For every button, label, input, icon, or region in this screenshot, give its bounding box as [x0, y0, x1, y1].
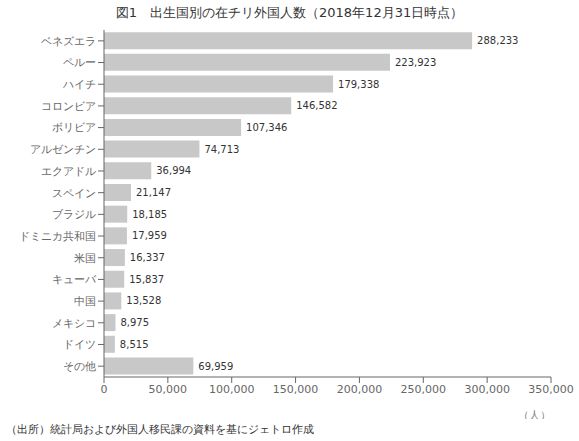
svg-text:ドミニカ共和国: ドミニカ共和国 [19, 230, 96, 243]
svg-text:179,338: 179,338 [338, 79, 379, 90]
svg-text:コロンビア: コロンビア [41, 100, 96, 113]
html-text:（出所）統計局および外国人移民課の資料を基にジェトロ作成: （出所）統計局および外国人移民課の資料を基にジェトロ作成 [6, 423, 314, 436]
svg-text:107,346: 107,346 [246, 122, 287, 133]
svg-text:15,837: 15,837 [129, 274, 164, 285]
svg-text:13,528: 13,528 [126, 295, 161, 306]
svg-text:300,000: 300,000 [464, 383, 510, 396]
svg-text:250,000: 250,000 [401, 383, 447, 396]
svg-text:ボリビア: ボリビア [52, 121, 96, 134]
svg-text:メキシコ: メキシコ [52, 317, 96, 330]
svg-text:その他: その他 [63, 360, 96, 373]
svg-text:223,923: 223,923 [395, 57, 436, 68]
svg-text:18,185: 18,185 [132, 209, 167, 220]
svg-text:36,994: 36,994 [156, 165, 191, 176]
svg-text:150,000: 150,000 [273, 383, 319, 396]
svg-text:350,000: 350,000 [528, 383, 571, 396]
svg-text:ベネズエラ: ベネズエラ [41, 35, 96, 48]
svg-text:100,000: 100,000 [209, 383, 255, 396]
svg-text:ブラジル: ブラジル [52, 208, 96, 221]
svg-text:200,000: 200,000 [337, 383, 383, 396]
svg-text:21,147: 21,147 [136, 187, 171, 198]
svg-text:アルゼンチン: アルゼンチン [30, 143, 96, 156]
svg-text:50,000: 50,000 [149, 383, 188, 396]
svg-text:スペイン: スペイン [52, 187, 96, 200]
svg-text:米国: 米国 [74, 252, 96, 265]
svg-text:0: 0 [101, 383, 108, 396]
svg-text:16,337: 16,337 [130, 252, 165, 263]
html-text:図1 出生国別の在チリ外国人数（2018年12月31日時点）: 図1 出生国別の在チリ外国人数（2018年12月31日時点） [115, 5, 464, 20]
svg-text:146,582: 146,582 [296, 100, 337, 111]
svg-text:エクアドル: エクアドル [41, 165, 96, 178]
svg-text:8,515: 8,515 [120, 339, 149, 350]
svg-text:288,233: 288,233 [477, 35, 518, 46]
svg-text:ペルー: ペルー [63, 56, 96, 69]
svg-text:ドイツ: ドイツ [63, 338, 96, 351]
svg-text:8,975: 8,975 [120, 317, 149, 328]
svg-text:17,959: 17,959 [132, 230, 167, 241]
svg-text:（人）: （人） [518, 409, 551, 419]
svg-text:ハイチ: ハイチ [62, 78, 96, 91]
svg-text:キューバ: キューバ [52, 273, 97, 286]
svg-text:69,959: 69,959 [198, 361, 233, 372]
svg-text:74,713: 74,713 [204, 144, 239, 155]
svg-text:中国: 中国 [74, 295, 96, 308]
